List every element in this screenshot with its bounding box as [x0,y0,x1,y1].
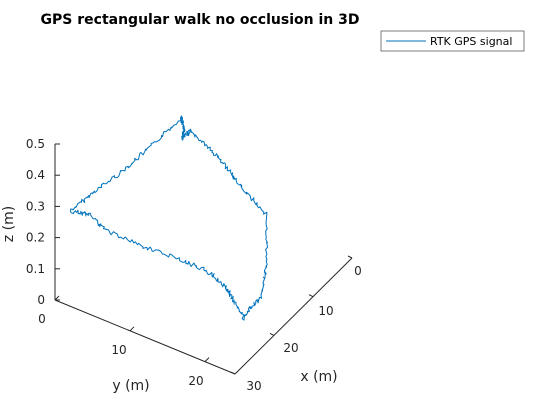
y-tick-mark [54,295,60,301]
z-tick-label: 0.2 [26,231,45,245]
y-tick-label: 20 [188,374,203,388]
y-axis-label: y (m) [112,378,149,394]
y-axis-line [54,299,236,375]
x-axis-line [234,257,353,375]
x-axis-label: x (m) [300,369,337,385]
y-axis: 0 10 20 y (m) [38,295,236,394]
legend-box [380,30,525,52]
y-tick-label: 0 [38,312,46,326]
y-tick-mark [204,357,210,362]
chart-title: GPS rectangular walk no occlusion in 3D [41,12,360,28]
x-tick-mark [347,255,353,259]
x-axis: 0 10 20 30 x (m) [230,255,362,393]
series-rtk-gps-signal-line [69,115,268,321]
z-axis: 0 0.1 0.2 0.3 0.4 0.5 z (m) [1,137,60,307]
x-tick-mark [230,371,236,375]
x-tick-mark [308,294,314,298]
z-tick-label: 0.4 [26,168,45,182]
z-tick-label: 0.1 [26,262,45,276]
x-tick-label: 30 [246,379,261,393]
legend: RTK GPS signal [380,30,525,52]
z-tick-label: 0.3 [26,199,45,213]
x-tick-label: 0 [354,264,362,278]
z-tick-label: 0 [37,293,45,307]
y-tick-label: 10 [111,343,126,357]
z-tick-label: 0.5 [26,137,45,151]
legend-label: RTK GPS signal [430,35,512,48]
y-tick-mark [129,326,135,332]
x-tick-label: 20 [283,341,298,355]
x-tick-label: 10 [318,304,333,318]
x-tick-mark [269,332,275,336]
z-axis-label: z (m) [1,206,17,242]
